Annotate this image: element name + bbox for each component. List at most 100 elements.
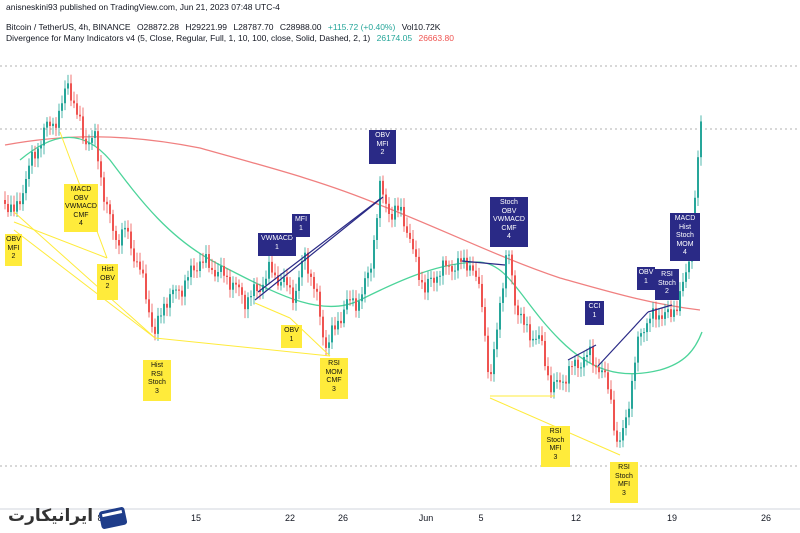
- candle-body: [505, 255, 507, 289]
- candle-body: [427, 278, 429, 293]
- candle-body: [424, 282, 426, 293]
- candle-body: [670, 309, 672, 317]
- candle-body: [568, 366, 570, 384]
- candle-body: [634, 362, 636, 381]
- candle-body: [4, 200, 6, 204]
- candle-body: [628, 408, 630, 418]
- candle-body: [76, 103, 78, 115]
- candle-body: [196, 270, 198, 272]
- candle-body: [40, 145, 42, 149]
- x-tick-label: 19: [666, 513, 678, 523]
- candle-body: [187, 277, 189, 281]
- candle-body: [364, 278, 366, 295]
- candle-body: [55, 123, 57, 128]
- x-tick-label: 26: [337, 513, 349, 523]
- candle-body: [601, 370, 603, 373]
- candle-body: [64, 88, 66, 104]
- chart-grid: [0, 65, 800, 510]
- candle-body: [367, 272, 369, 279]
- x-tick-label: 15: [190, 513, 202, 523]
- candle-body: [301, 260, 303, 278]
- indicator-value-1: 26174.05: [376, 33, 413, 43]
- candle-body: [217, 271, 219, 277]
- candle-body: [214, 269, 216, 277]
- signal-label: MACD Hist Stoch MOM 4: [670, 213, 700, 261]
- candle-body: [394, 205, 396, 220]
- candle-body: [508, 254, 510, 256]
- candle-body: [16, 201, 18, 212]
- candle-body: [46, 121, 48, 128]
- candle-body: [85, 138, 87, 145]
- signal-label: OBV MFI 2: [369, 130, 396, 164]
- candle-body: [430, 277, 432, 279]
- candle-body: [61, 103, 63, 111]
- candle-body: [616, 430, 618, 442]
- candle-body: [550, 375, 552, 393]
- candle-body: [340, 320, 342, 324]
- candle-body: [403, 206, 405, 227]
- candle-body: [586, 355, 588, 358]
- candle-body: [211, 267, 213, 270]
- candle-body: [361, 294, 363, 302]
- candle-body: [28, 165, 30, 179]
- candle-body: [256, 284, 258, 291]
- candle-body: [598, 367, 600, 373]
- candle-body: [475, 270, 477, 277]
- candle-body: [655, 308, 657, 320]
- candle-body: [286, 277, 288, 286]
- candle-body: [535, 338, 537, 340]
- candle-body: [49, 121, 51, 127]
- candle-body: [178, 289, 180, 291]
- candle-body: [325, 337, 327, 348]
- candle-body: [160, 315, 162, 317]
- candle-body: [310, 273, 312, 277]
- candle-body: [43, 127, 45, 146]
- candle-body: [415, 249, 417, 257]
- candle-body: [646, 323, 648, 333]
- candle-body: [289, 285, 291, 288]
- candle-body: [577, 359, 579, 369]
- candle-body: [127, 227, 129, 232]
- candle-body: [226, 275, 228, 277]
- candle-body: [103, 177, 105, 202]
- candle-body: [250, 296, 252, 298]
- candle-body: [118, 239, 120, 246]
- candle-body: [316, 288, 318, 292]
- signal-label: RSI Stoch MFI 3: [541, 426, 570, 467]
- candle-body: [460, 258, 462, 262]
- indicator-value-2: 26663.80: [418, 33, 454, 43]
- candle-body: [370, 268, 372, 273]
- candle-body: [658, 315, 660, 320]
- x-tick-label: 22: [284, 513, 296, 523]
- candle-body: [277, 275, 279, 286]
- candle-body: [421, 279, 423, 283]
- signal-label: Hist OBV 2: [97, 264, 118, 300]
- candle-body: [409, 232, 411, 239]
- volume-value: Vol10.72K: [401, 22, 441, 32]
- candle-body: [109, 204, 111, 215]
- candle-body: [37, 148, 39, 159]
- signal-label: RSI Stoch 2: [655, 269, 679, 300]
- candle-body: [607, 372, 609, 390]
- candle-body: [676, 309, 678, 312]
- candle-body: [565, 381, 567, 384]
- candle-body: [142, 269, 144, 274]
- candle-body: [580, 367, 582, 369]
- candle-body: [319, 291, 321, 317]
- candle-body: [631, 380, 633, 409]
- candle-body: [457, 258, 459, 271]
- candle-body: [229, 276, 231, 290]
- candle-body: [388, 203, 390, 215]
- candle-body: [544, 340, 546, 367]
- candle-body: [175, 289, 177, 291]
- candle-body: [376, 218, 378, 240]
- candle-body: [334, 325, 336, 330]
- candle-body: [34, 151, 36, 159]
- candle-body: [448, 265, 450, 267]
- candle-body: [583, 357, 585, 368]
- low-value: L28787.70: [233, 22, 274, 32]
- candle-body: [487, 335, 489, 373]
- candle-body: [556, 380, 558, 382]
- signal-label: CCI 1: [585, 301, 604, 325]
